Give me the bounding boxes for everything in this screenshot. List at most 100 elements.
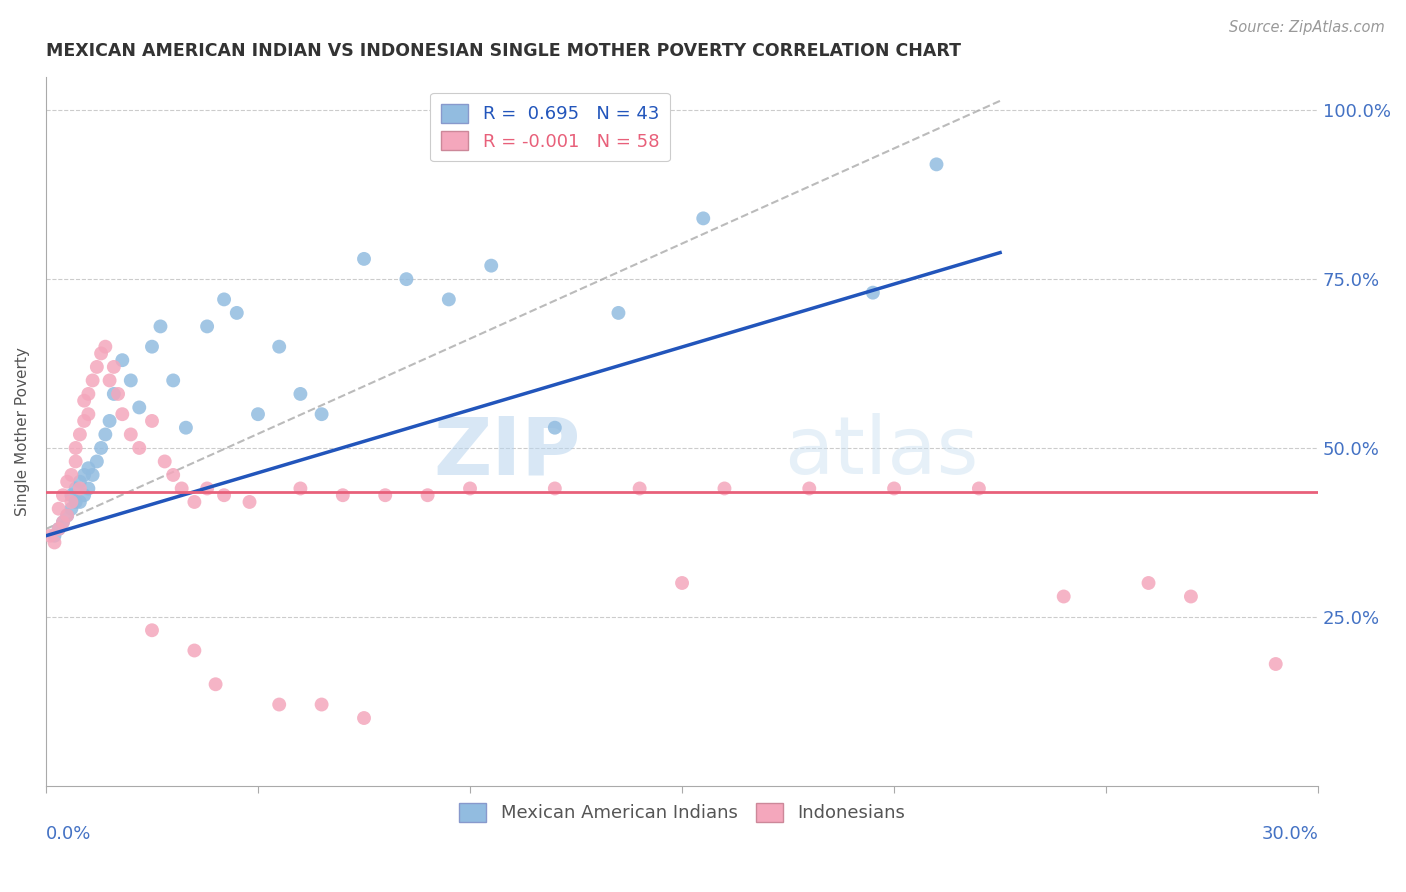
Point bbox=[82, 467, 104, 482]
Point bbox=[120, 373, 142, 387]
Point bbox=[77, 461, 100, 475]
Point bbox=[73, 393, 96, 408]
Point bbox=[395, 272, 418, 286]
Text: 0.0%: 0.0% bbox=[46, 824, 91, 843]
Point bbox=[44, 535, 66, 549]
Point bbox=[65, 441, 87, 455]
Point bbox=[1137, 576, 1160, 591]
Point bbox=[73, 414, 96, 428]
Point bbox=[48, 522, 70, 536]
Point bbox=[332, 488, 354, 502]
Point bbox=[212, 488, 235, 502]
Legend: Mexican American Indians, Indonesians: Mexican American Indians, Indonesians bbox=[451, 796, 912, 830]
Point bbox=[77, 387, 100, 401]
Point bbox=[479, 259, 502, 273]
Text: ZIP: ZIP bbox=[433, 413, 581, 491]
Point bbox=[56, 508, 79, 523]
Point bbox=[48, 501, 70, 516]
Point bbox=[52, 488, 75, 502]
Point bbox=[65, 482, 87, 496]
Point bbox=[153, 454, 176, 468]
Point bbox=[73, 467, 96, 482]
Point bbox=[925, 157, 948, 171]
Point bbox=[628, 482, 651, 496]
Point bbox=[353, 711, 375, 725]
Point bbox=[1053, 590, 1076, 604]
Point bbox=[799, 482, 821, 496]
Point bbox=[967, 482, 990, 496]
Point bbox=[195, 319, 218, 334]
Point bbox=[90, 346, 112, 360]
Point bbox=[111, 353, 134, 368]
Point bbox=[128, 441, 150, 455]
Text: MEXICAN AMERICAN INDIAN VS INDONESIAN SINGLE MOTHER POVERTY CORRELATION CHART: MEXICAN AMERICAN INDIAN VS INDONESIAN SI… bbox=[46, 42, 960, 60]
Point bbox=[69, 475, 91, 489]
Point bbox=[458, 482, 481, 496]
Point bbox=[671, 576, 693, 591]
Text: atlas: atlas bbox=[783, 413, 979, 491]
Text: Source: ZipAtlas.com: Source: ZipAtlas.com bbox=[1229, 20, 1385, 35]
Point bbox=[692, 211, 714, 226]
Point bbox=[183, 495, 205, 509]
Point bbox=[60, 488, 83, 502]
Point bbox=[48, 522, 70, 536]
Point bbox=[111, 407, 134, 421]
Point bbox=[141, 624, 163, 638]
Point bbox=[883, 482, 905, 496]
Point bbox=[52, 515, 75, 529]
Point bbox=[607, 306, 630, 320]
Point bbox=[44, 529, 66, 543]
Point bbox=[69, 427, 91, 442]
Point bbox=[1180, 590, 1202, 604]
Point bbox=[65, 454, 87, 468]
Point bbox=[94, 427, 117, 442]
Point bbox=[69, 495, 91, 509]
Y-axis label: Single Mother Poverty: Single Mother Poverty bbox=[15, 347, 30, 516]
Point bbox=[374, 488, 396, 502]
Point bbox=[141, 414, 163, 428]
Point bbox=[86, 359, 108, 374]
Point bbox=[39, 529, 62, 543]
Point bbox=[162, 373, 184, 387]
Point bbox=[311, 407, 333, 421]
Point bbox=[290, 482, 312, 496]
Point bbox=[162, 467, 184, 482]
Point bbox=[60, 501, 83, 516]
Point bbox=[204, 677, 226, 691]
Point bbox=[238, 495, 260, 509]
Point bbox=[128, 401, 150, 415]
Point bbox=[416, 488, 439, 502]
Point bbox=[107, 387, 129, 401]
Point bbox=[195, 482, 218, 496]
Point bbox=[862, 285, 884, 300]
Point bbox=[290, 387, 312, 401]
Point bbox=[56, 508, 79, 523]
Point bbox=[1264, 657, 1286, 671]
Point bbox=[86, 454, 108, 468]
Point bbox=[60, 495, 83, 509]
Point bbox=[65, 495, 87, 509]
Point bbox=[73, 488, 96, 502]
Point bbox=[98, 414, 121, 428]
Point bbox=[103, 387, 125, 401]
Point bbox=[69, 482, 91, 496]
Point bbox=[269, 340, 291, 354]
Point bbox=[60, 467, 83, 482]
Point bbox=[77, 407, 100, 421]
Point bbox=[246, 407, 269, 421]
Point bbox=[212, 293, 235, 307]
Point bbox=[225, 306, 247, 320]
Point bbox=[149, 319, 172, 334]
Point bbox=[544, 420, 567, 434]
Point bbox=[56, 475, 79, 489]
Point bbox=[77, 482, 100, 496]
Point bbox=[311, 698, 333, 712]
Point bbox=[103, 359, 125, 374]
Point bbox=[174, 420, 197, 434]
Point bbox=[183, 643, 205, 657]
Text: 30.0%: 30.0% bbox=[1261, 824, 1319, 843]
Point bbox=[353, 252, 375, 266]
Point bbox=[120, 427, 142, 442]
Point bbox=[170, 482, 193, 496]
Point bbox=[90, 441, 112, 455]
